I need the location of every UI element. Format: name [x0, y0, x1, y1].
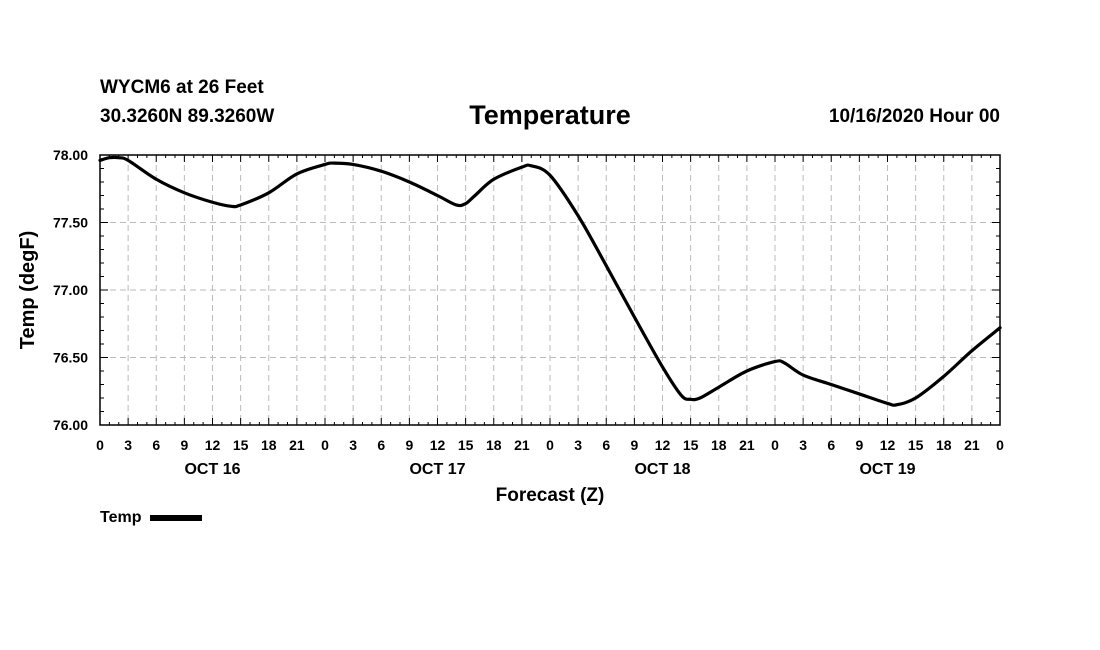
x-tick-label: 3: [574, 437, 582, 453]
x-tick-label: 21: [514, 437, 530, 453]
x-tick-label: 9: [855, 437, 863, 453]
x-tick-label: 15: [458, 437, 474, 453]
forecast-run-time: 10/16/2020 Hour 00: [828, 106, 1000, 127]
x-tick-label: 18: [711, 437, 727, 453]
x-tick-label: 3: [799, 437, 807, 453]
x-tick-label: 12: [430, 437, 446, 453]
y-tick-label: 76.00: [53, 417, 88, 433]
y-tick-label: 77.50: [53, 215, 88, 231]
x-tick-label: 18: [486, 437, 502, 453]
legend-label-temp: Temp: [100, 509, 142, 526]
legend-swatch-temp: [150, 515, 203, 521]
x-tick-label: 6: [377, 437, 385, 453]
x-tick-label: 3: [349, 437, 357, 453]
day-label: OCT 17: [409, 461, 465, 478]
x-tick-label: 15: [683, 437, 699, 453]
chart-title: Temperature: [469, 100, 631, 130]
temp-series-line: [98, 155, 1002, 407]
x-tick-label: 9: [630, 437, 638, 453]
x-axis-label: Forecast (Z): [496, 485, 605, 506]
x-tick-label: 21: [739, 437, 755, 453]
x-tick-label: 18: [936, 437, 952, 453]
chart-legend: Temp: [100, 509, 203, 527]
x-tick-label: 18: [261, 437, 277, 453]
x-tick-label: 0: [321, 437, 329, 453]
x-tick-label: 0: [771, 437, 779, 453]
axis-labels: 0 3 6 9 12 15 18 21 0 3 6 9 12 15 18 21 0 3 6 9 12 15 18 21 0 3 6 9…: [53, 147, 1004, 478]
x-tick-label: 3: [124, 437, 132, 453]
day-label: OCT 19: [859, 461, 915, 478]
x-tick-label: 9: [180, 437, 188, 453]
y-tick-label: 76.50: [53, 350, 88, 366]
grid-lines: [100, 155, 1000, 425]
x-tick-label: 6: [827, 437, 835, 453]
x-tick-label: 12: [205, 437, 221, 453]
x-tick-label: 21: [964, 437, 980, 453]
station-label: WYCM6 at 26 Feet: [100, 77, 264, 98]
x-tick-label: 12: [655, 437, 671, 453]
y-tick-label: 77.00: [53, 282, 88, 298]
day-label: OCT 16: [184, 461, 240, 478]
x-tick-label: 15: [233, 437, 249, 453]
plot-frame: [99, 154, 1001, 426]
x-tick-label: 12: [880, 437, 896, 453]
x-tick-label: 21: [289, 437, 305, 453]
x-tick-label: 0: [96, 437, 104, 453]
x-tick-label: 6: [152, 437, 160, 453]
x-tick-label: 0: [996, 437, 1004, 453]
y-axis-label: Temp (degF): [17, 231, 39, 350]
x-tick-label: 0: [546, 437, 554, 453]
coordinates-label: 30.3260N 89.3260W: [100, 106, 275, 127]
x-tick-label: 6: [602, 437, 610, 453]
x-tick-label: 9: [405, 437, 413, 453]
day-label: OCT 18: [634, 461, 690, 478]
y-tick-label: 78.00: [53, 147, 88, 163]
x-tick-label: 15: [908, 437, 924, 453]
